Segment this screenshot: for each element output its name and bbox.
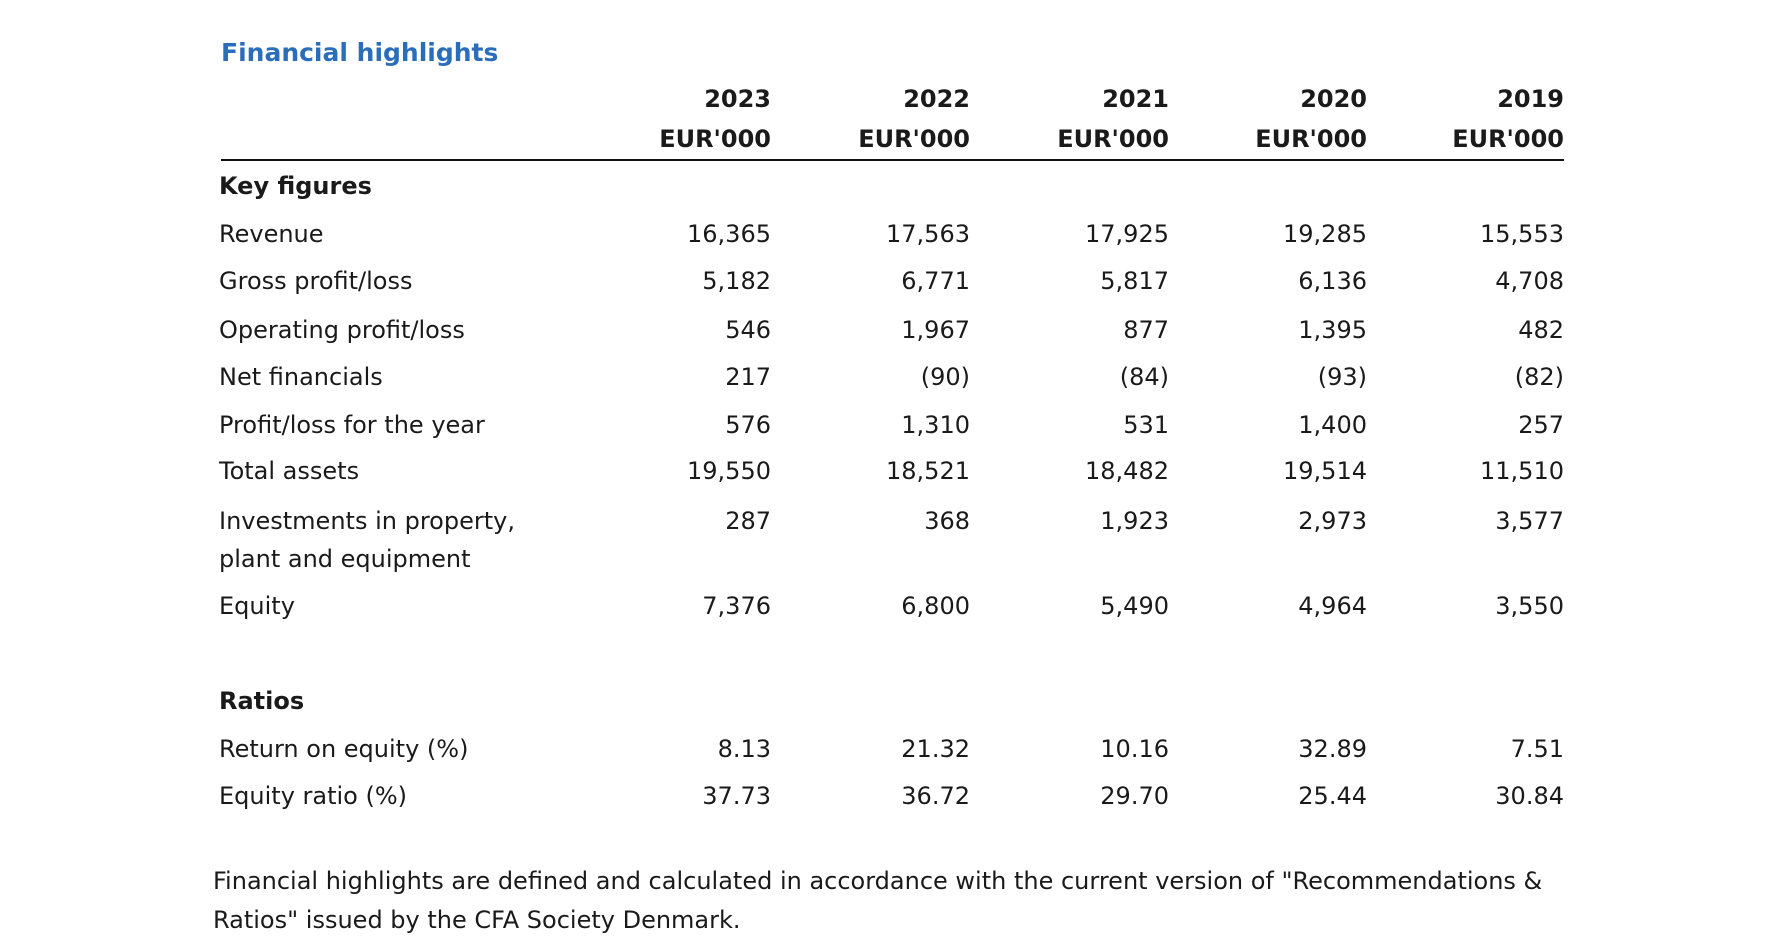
- cell-value: 1,310: [901, 411, 970, 439]
- cell-value: 1,923: [1100, 507, 1169, 535]
- column-year: 2022: [903, 85, 970, 113]
- cell-value: 877: [1123, 316, 1169, 344]
- cell-value: 15,553: [1480, 220, 1564, 248]
- cell-value: 4,708: [1495, 267, 1564, 295]
- row-label: Equity ratio (%): [219, 782, 408, 810]
- column-unit: EUR'000: [659, 125, 771, 153]
- cell-value: 19,550: [687, 457, 771, 485]
- cell-value: 10.16: [1100, 735, 1169, 763]
- cell-value: (90): [920, 363, 970, 391]
- row-label: Total assets: [219, 457, 360, 485]
- cell-value: 37.73: [702, 782, 771, 810]
- cell-value: 36.72: [901, 782, 970, 810]
- cell-value: (82): [1514, 363, 1564, 391]
- cell-value: 16,365: [687, 220, 771, 248]
- cell-value: 19,514: [1283, 457, 1367, 485]
- cell-value: 18,482: [1085, 457, 1169, 485]
- cell-value: 8.13: [717, 735, 771, 763]
- cell-value: 7,376: [702, 592, 771, 620]
- cell-value: 17,925: [1085, 220, 1169, 248]
- cell-value: 29.70: [1100, 782, 1169, 810]
- row-label: Gross profit/loss: [219, 267, 413, 295]
- cell-value: 21.32: [901, 735, 970, 763]
- cell-value: 25.44: [1298, 782, 1367, 810]
- title: Financial highlights: [221, 38, 499, 67]
- footnote: Financial highlights are defined and cal…: [213, 867, 1543, 934]
- cell-value: 17,563: [886, 220, 970, 248]
- row-label: Investments in property, plant and equip…: [219, 507, 515, 573]
- cell-value: 3,550: [1495, 592, 1564, 620]
- cell-value: 217: [725, 363, 771, 391]
- row-label: Return on equity (%): [219, 735, 469, 763]
- section-heading: Key figures: [219, 172, 372, 200]
- cell-value: 1,400: [1298, 411, 1367, 439]
- column-unit: EUR'000: [1057, 125, 1169, 153]
- cell-value: 6,800: [901, 592, 970, 620]
- cell-value: 257: [1518, 411, 1564, 439]
- cell-value: 1,967: [901, 316, 970, 344]
- cell-value: 5,182: [702, 267, 771, 295]
- row-label: Revenue: [219, 220, 324, 248]
- cell-value: 576: [725, 411, 771, 439]
- cell-value: 368: [924, 507, 970, 535]
- cell-value: (93): [1317, 363, 1367, 391]
- cell-value: 2,973: [1298, 507, 1367, 535]
- cell-value: 287: [725, 507, 771, 535]
- row-label: Profit/loss for the year: [219, 411, 485, 439]
- column-year: 2021: [1102, 85, 1169, 113]
- cell-value: 5,490: [1100, 592, 1169, 620]
- cell-value: 482: [1518, 316, 1564, 344]
- cell-value: 19,285: [1283, 220, 1367, 248]
- row-label: Operating profit/loss: [219, 316, 465, 344]
- cell-value: 6,136: [1298, 267, 1367, 295]
- column-year: 2019: [1497, 85, 1564, 113]
- column-unit: EUR'000: [858, 125, 970, 153]
- cell-value: (84): [1119, 363, 1169, 391]
- header-rule: [221, 159, 1564, 161]
- column-year: 2023: [704, 85, 771, 113]
- cell-value: 531: [1123, 411, 1169, 439]
- cell-value: 5,817: [1100, 267, 1169, 295]
- column-unit: EUR'000: [1255, 125, 1367, 153]
- cell-value: 3,577: [1495, 507, 1564, 535]
- cell-value: 18,521: [886, 457, 970, 485]
- row-label: Net financials: [219, 363, 383, 391]
- section-heading: Ratios: [219, 687, 305, 715]
- cell-value: 30.84: [1495, 782, 1564, 810]
- column-year: 2020: [1300, 85, 1367, 113]
- row-label: Equity: [219, 592, 295, 620]
- cell-value: 32.89: [1298, 735, 1367, 763]
- cell-value: 1,395: [1298, 316, 1367, 344]
- cell-value: 11,510: [1480, 457, 1564, 485]
- cell-value: 7.51: [1510, 735, 1564, 763]
- column-unit: EUR'000: [1452, 125, 1564, 153]
- cell-value: 4,964: [1298, 592, 1367, 620]
- cell-value: 546: [725, 316, 771, 344]
- cell-value: 6,771: [901, 267, 970, 295]
